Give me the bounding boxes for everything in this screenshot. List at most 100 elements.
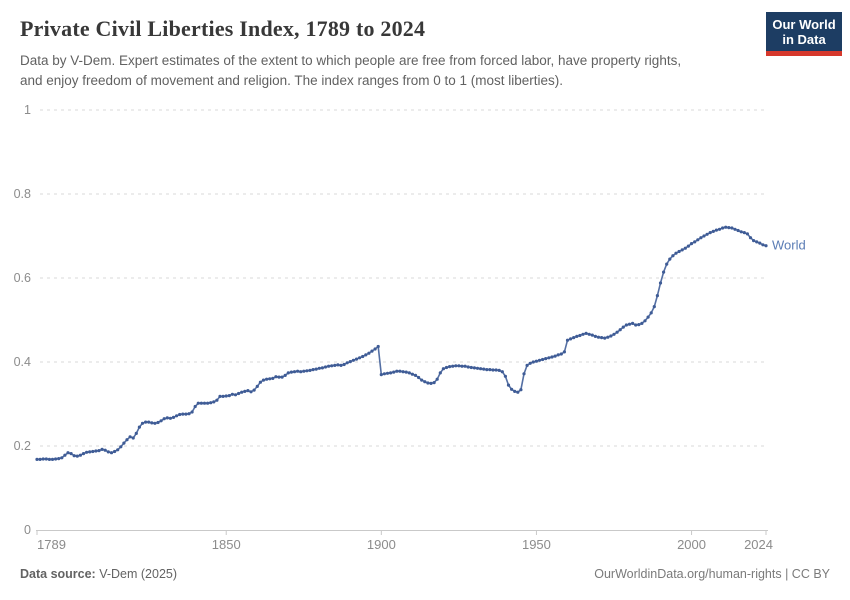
owid-logo-line2: in Data [782, 32, 826, 47]
owid-logo[interactable]: Our World in Data [766, 12, 842, 56]
data-point-marker [35, 457, 39, 461]
data-point-marker [221, 394, 225, 398]
data-point-marker [109, 451, 114, 455]
data-point-marker [537, 358, 542, 362]
data-point-marker [699, 236, 703, 240]
data-point-marker [44, 457, 48, 461]
data-point-marker [78, 453, 82, 457]
data-point-marker [677, 249, 681, 254]
data-point-marker [240, 390, 244, 394]
data-point-marker [578, 333, 582, 338]
data-point-marker [218, 394, 222, 398]
chart-subtitle: Data by V-Dem. Expert estimates of the e… [20, 51, 780, 91]
data-point-marker [441, 367, 445, 371]
data-point-marker [404, 370, 408, 374]
y-axis-tick-label-0.2: 0.2 [14, 439, 31, 453]
data-point-marker [277, 375, 281, 379]
data-point-marker [457, 364, 461, 368]
data-point-marker [541, 357, 545, 362]
data-point-marker [184, 412, 188, 416]
data-point-marker [168, 416, 172, 420]
data-point-marker [57, 457, 61, 461]
data-point-marker [491, 368, 495, 372]
y-axis-tick-label-0.8: 0.8 [14, 187, 31, 201]
data-source-label: Data source: [20, 567, 96, 581]
data-point-marker [748, 236, 753, 240]
series-line-world[interactable] [36, 226, 767, 461]
data-point-marker [410, 372, 414, 376]
data-point-marker [348, 360, 352, 364]
data-point-marker [342, 362, 346, 367]
data-point-marker [327, 364, 331, 368]
data-point-marker [147, 420, 151, 424]
data-point-marker [534, 359, 539, 363]
data-point-marker [506, 383, 511, 387]
data-point-marker [113, 449, 117, 454]
data-point-marker [596, 335, 601, 339]
data-point-marker [212, 400, 216, 404]
data-point-marker [702, 234, 706, 238]
data-point-marker [510, 387, 514, 391]
data-point-marker [66, 451, 70, 455]
data-point-marker [72, 454, 76, 458]
data-point-marker [429, 381, 433, 385]
data-point-marker [426, 381, 430, 385]
data-point-marker [717, 227, 722, 231]
data-point-marker [556, 353, 560, 357]
data-point-marker [392, 370, 396, 374]
data-point-marker [575, 334, 579, 338]
data-point-marker [482, 367, 486, 371]
data-point-marker [317, 366, 321, 370]
x-axis-tick-label-2000: 2000 [677, 537, 706, 552]
data-point-marker [550, 355, 554, 359]
data-point-marker [711, 229, 715, 233]
data-point-marker [652, 305, 656, 309]
data-point-marker [646, 315, 650, 319]
data-point-marker [472, 366, 476, 370]
data-point-marker [655, 294, 660, 298]
data-point-marker [255, 384, 259, 388]
data-point-marker [637, 323, 641, 327]
series-end-label-world[interactable]: World [772, 238, 806, 253]
data-point-marker [503, 374, 507, 378]
data-point-marker [156, 420, 160, 425]
data-point-marker [330, 364, 334, 368]
data-point-marker [88, 450, 92, 454]
data-point-marker [351, 358, 355, 362]
data-point-marker [522, 372, 526, 376]
data-source-value: V-Dem (2025) [95, 567, 178, 581]
data-point-marker [367, 351, 371, 355]
data-point-marker [175, 414, 179, 418]
data-point-marker [237, 391, 241, 396]
data-point-marker [454, 364, 458, 368]
data-point-marker [125, 438, 129, 442]
data-point-marker [395, 369, 399, 373]
data-point-marker [385, 371, 390, 375]
data-point-marker [299, 370, 303, 374]
data-point-marker [85, 450, 89, 454]
data-point-marker [494, 368, 498, 372]
data-point-marker [181, 412, 185, 416]
data-point-marker [519, 388, 523, 392]
data-point-marker [100, 447, 104, 451]
data-point-marker [268, 377, 272, 381]
data-point-marker [69, 452, 73, 456]
x-axis-tick-label-2024: 2024 [744, 537, 773, 552]
data-point-marker [382, 372, 386, 376]
data-point-marker [60, 456, 64, 460]
data-point-marker [479, 367, 483, 371]
data-point-marker [423, 380, 427, 384]
data-point-marker [206, 401, 210, 405]
data-point-marker [258, 380, 262, 384]
data-point-marker [634, 323, 638, 327]
data-point-marker [339, 363, 343, 367]
data-point-marker [485, 368, 489, 372]
owid-logo-line1: Our World [772, 17, 836, 32]
x-axis-tick-label-1850: 1850 [212, 537, 241, 552]
footer: Data source: V-Dem (2025) OurWorldinData… [20, 567, 830, 587]
x-axis-tick-label-1789: 1789 [37, 537, 66, 552]
page-title: Private Civil Liberties Index, 1789 to 2… [20, 16, 426, 41]
owid-credit-link[interactable]: OurWorldinData.org/human-rights | CC BY [594, 567, 830, 581]
data-point-marker [668, 257, 672, 261]
